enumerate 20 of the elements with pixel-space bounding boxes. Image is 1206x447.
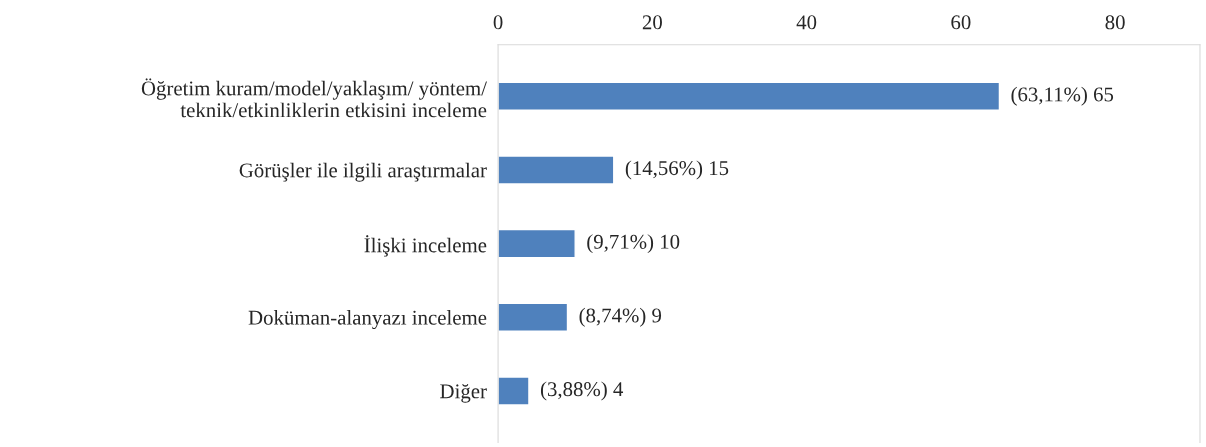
data-label: (14,56%) 15 (625, 160, 729, 180)
y-tick-label: Diğer (440, 383, 487, 403)
data-label: (63,11%) 65 (1011, 86, 1114, 106)
data-label: (9,71%) 10 (587, 234, 680, 254)
data-label: (3,88%) 4 (540, 381, 624, 401)
y-tick-label: İlişki inceleme (364, 235, 487, 257)
x-tick-label: 20 (642, 15, 662, 30)
bar (498, 302, 569, 332)
y-tick-label: Görüşler ile ilgili araştırmalar (239, 162, 487, 182)
x-tick-label: 80 (1105, 15, 1125, 30)
bar (498, 81, 1001, 111)
x-tick-label: 60 (951, 15, 971, 30)
x-tick-label: 0 (493, 15, 503, 30)
x-tick-label: 40 (796, 15, 817, 30)
bar (498, 376, 530, 406)
bar (498, 228, 576, 259)
y-tick-label: Doküman-alanyazı inceleme (248, 310, 487, 330)
y-tick-label: Öğretim kuram/model/yaklaşım/ yöntem/ teknik/etkinliklerin etkisini inceleme (141, 78, 487, 118)
bar (498, 155, 615, 185)
data-label: (8,74%) 9 (579, 307, 662, 327)
